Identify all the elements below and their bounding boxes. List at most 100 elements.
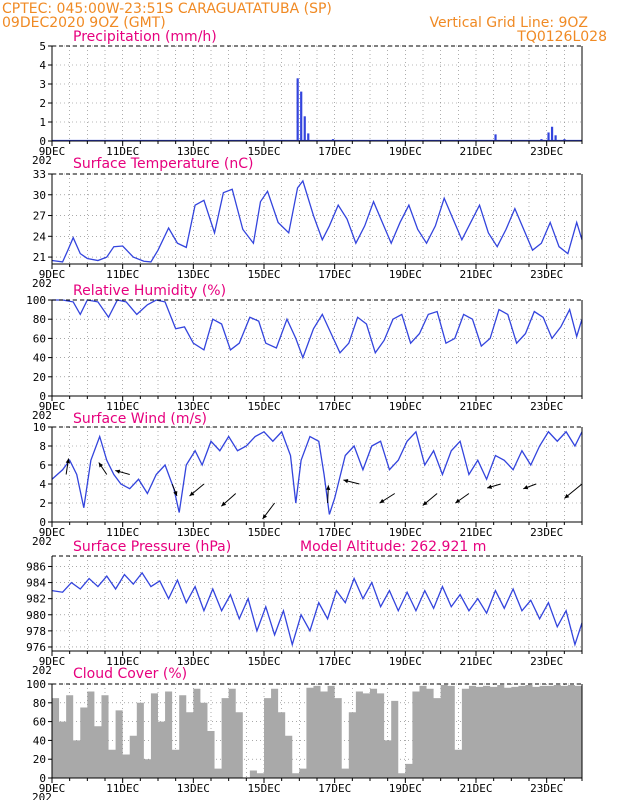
year-fragment: 202 [32, 154, 52, 167]
x-tick-label: 15DEC [247, 655, 280, 668]
x-tick-label: 15DEC [247, 782, 280, 795]
x-tick-label: 17DEC [318, 268, 351, 281]
x-tick-label: 17DEC [318, 400, 351, 413]
x-tick-label: 13DEC [177, 268, 210, 281]
wind-vector-head [65, 458, 71, 464]
x-tick-label: 15DEC [247, 145, 280, 158]
y-tick-label: 1 [39, 116, 46, 129]
year-fragment: 202 [32, 664, 52, 677]
y-tick-label: 5 [39, 40, 46, 53]
y-tick-label: 984 [26, 577, 46, 590]
wind-vector-head [262, 514, 268, 519]
x-tick-label: 9DEC [39, 268, 66, 281]
y-tick-label: 60 [33, 332, 46, 345]
precipitation-title: Precipitation (mm/h) [73, 29, 217, 45]
grid-note: Vertical Grid Line: 9OZ [429, 15, 588, 31]
y-tick-label: 0 [39, 390, 46, 403]
x-tick-label: 13DEC [177, 782, 210, 795]
x-tick-label: 21DEC [459, 782, 492, 795]
pressure-line [51, 571, 583, 647]
y-tick-label: 0 [39, 135, 46, 148]
x-tick-label: 17DEC [318, 145, 351, 158]
y-tick-label: 60 [33, 716, 46, 729]
x-tick-label: 19DEC [389, 268, 422, 281]
wind-vector-head [487, 484, 493, 489]
x-tick-label: 15DEC [247, 268, 280, 281]
y-tick-label: 2 [39, 497, 46, 510]
x-tick-label: 11DEC [106, 655, 139, 668]
precipitation-panel: 0 1 2 3 4 5 9DEC 11DEC 13DEC 15DEC 17DEC 19DEC 21DEC… [32, 29, 583, 167]
x-tick-label: 17DEC [318, 782, 351, 795]
y-tick-label: 8 [39, 440, 46, 453]
year-fragment: 202 [32, 791, 52, 800]
precip-bar [296, 78, 299, 141]
panels: 0 1 2 3 4 5 9DEC 11DEC 13DEC 15DEC 17DEC 19DEC 21DEC… [26, 29, 583, 800]
humidity-line [52, 299, 583, 360]
wind-vector-head [455, 498, 461, 504]
y-tick-label: 100 [26, 678, 46, 691]
y-tick-label: 0 [39, 516, 46, 529]
year-fragment: 202 [32, 409, 52, 422]
x-tick-label: 23DEC [530, 268, 563, 281]
wind-vector-head [115, 469, 121, 474]
header: CPTEC: 045:00W-23:51S CARAGUATATUBA (SP)… [2, 1, 607, 45]
year-fragment: 202 [32, 277, 52, 290]
x-tick-label: 15DEC [247, 526, 280, 539]
x-tick-label: 19DEC [389, 400, 422, 413]
humidity-panel: 0 20 40 60 80 100 9DEC 11DEC 13DEC 15DEC 17DEC 19DE… [26, 283, 583, 422]
y-tick-label: 978 [26, 625, 46, 638]
y-tick-label: 976 [26, 641, 46, 654]
temperature-line [51, 179, 583, 263]
y-tick-label: 80 [33, 313, 46, 326]
x-tick-label: 23DEC [530, 145, 563, 158]
x-tick-label: 19DEC [389, 655, 422, 668]
x-tick-label: 11DEC [106, 268, 139, 281]
wind-title: Surface Wind (m/s) [73, 411, 207, 427]
precip-bar [550, 126, 554, 141]
wind-vector-head [326, 485, 331, 490]
y-tick-label: 21 [33, 251, 46, 264]
x-tick-label: 21DEC [459, 145, 492, 158]
y-tick-label: 2 [39, 97, 46, 110]
x-tick-label: 23DEC [530, 782, 563, 795]
y-tick-label: 40 [33, 734, 46, 747]
x-tick-label: 19DEC [389, 782, 422, 795]
x-tick-label: 15DEC [247, 400, 280, 413]
temperature-panel: 21 24 27 30 33 9DEC 11DEC 13DEC 15DEC 17DEC 19DEC 2… [32, 156, 583, 290]
x-tick-label: 23DEC [530, 655, 563, 668]
cloud-cover-panel: 0 20 40 60 80 100 9DEC 11DEC 13DEC 15DEC 17DEC 19DE… [26, 666, 583, 800]
x-tick-label: 21DEC [459, 655, 492, 668]
y-tick-label: 982 [26, 593, 46, 606]
run-id: TQ0126L028 [516, 29, 607, 45]
temperature-title: Surface Temperature (nC) [73, 156, 254, 172]
x-tick-label: 23DEC [530, 400, 563, 413]
x-tick-label: 19DEC [389, 145, 422, 158]
run-date: 09DEC2020 9OZ (GMT) [2, 15, 166, 31]
cloud-cover-title: Cloud Cover (%) [73, 666, 187, 682]
wind-panel: 0 2 4 6 8 10 9DEC 11DEC 13DEC 15DEC 17DEC 19DEC 21DE… [32, 411, 583, 548]
y-tick-label: 20 [33, 753, 46, 766]
wind-vector-head [379, 498, 385, 504]
x-tick-label: 9DEC [39, 400, 66, 413]
precip-bar [554, 135, 557, 141]
wind-vector-head [343, 478, 349, 484]
precip-bar [300, 91, 303, 141]
wind-vector-head [564, 493, 570, 499]
y-tick-label: 30 [33, 189, 46, 202]
wind-vector-head [98, 462, 104, 468]
wind-line [51, 430, 583, 515]
x-tick-label: 21DEC [459, 400, 492, 413]
x-tick-label: 21DEC [459, 526, 492, 539]
y-tick-label: 10 [33, 421, 46, 434]
y-tick-label: 980 [26, 609, 46, 622]
x-tick-label: 19DEC [389, 526, 422, 539]
precip-bar [303, 116, 306, 141]
precip-bar [307, 133, 310, 141]
precip-bar [494, 134, 497, 141]
pressure-panel: 976 978 980 982 984 986 9DEC 11DEC 13DEC 15DEC 17D… [26, 539, 583, 677]
model-altitude: Model Altitude: 262.921 m [300, 539, 486, 555]
y-tick-label: 6 [39, 459, 46, 472]
x-tick-label: 9DEC [39, 655, 66, 668]
x-tick-label: 13DEC [177, 526, 210, 539]
